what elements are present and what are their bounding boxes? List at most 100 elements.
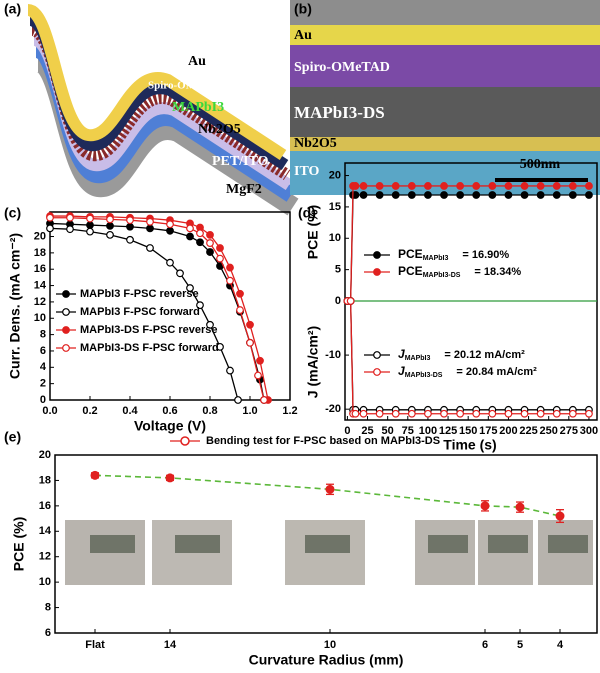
series-line bbox=[347, 185, 589, 302]
y-tick-label: 14 bbox=[39, 525, 52, 537]
marker bbox=[325, 484, 335, 494]
marker bbox=[424, 182, 432, 190]
marker bbox=[260, 396, 268, 404]
marker bbox=[555, 511, 565, 521]
legend-name: J bbox=[398, 364, 405, 378]
x-tick-label: 175 bbox=[479, 425, 497, 437]
marker bbox=[375, 191, 384, 199]
marker bbox=[536, 191, 545, 199]
marker bbox=[456, 409, 465, 418]
marker bbox=[391, 409, 400, 418]
layer-label: MAPbI3-DS bbox=[294, 103, 385, 122]
marker bbox=[166, 226, 174, 235]
legend-value: = 20.12 mA/cm² bbox=[444, 349, 525, 361]
y-tick-label: 10 bbox=[34, 312, 46, 324]
legend-value: = 16.90% bbox=[462, 249, 509, 261]
sem-nb2o5 bbox=[290, 137, 600, 151]
plot-frame bbox=[344, 162, 598, 421]
marker bbox=[552, 409, 561, 418]
y-tick-label: -20 bbox=[325, 403, 341, 415]
photo-display bbox=[488, 535, 528, 553]
marker bbox=[176, 269, 184, 278]
panel-label: (d) bbox=[298, 205, 316, 221]
y-axis-label: J (mA/cm²) bbox=[305, 326, 321, 398]
x-tick-label: 0.4 bbox=[122, 405, 138, 417]
x-tick-label: 75 bbox=[402, 425, 414, 437]
y-tick-label: 12 bbox=[34, 296, 46, 308]
photo-display bbox=[548, 535, 588, 553]
marker bbox=[206, 320, 214, 329]
marker bbox=[126, 216, 134, 225]
y-tick-label: -10 bbox=[325, 349, 341, 361]
layer-label: MAPbI3 bbox=[172, 100, 224, 115]
marker bbox=[472, 191, 481, 199]
marker bbox=[90, 470, 100, 480]
marker bbox=[62, 344, 70, 352]
marker bbox=[391, 182, 400, 190]
layer-label: Nb2O5 bbox=[294, 136, 337, 151]
marker bbox=[236, 289, 244, 298]
marker bbox=[504, 409, 513, 418]
marker bbox=[254, 371, 262, 380]
marker bbox=[373, 268, 381, 276]
x-tick-label: 300 bbox=[580, 425, 598, 437]
legend-name: PCE bbox=[398, 264, 423, 278]
marker bbox=[86, 221, 94, 229]
marker bbox=[196, 229, 204, 238]
marker bbox=[440, 182, 448, 190]
marker bbox=[166, 258, 174, 267]
marker bbox=[226, 366, 234, 375]
marker bbox=[351, 409, 360, 418]
x-tick-label: 6 bbox=[482, 639, 488, 651]
marker bbox=[472, 409, 481, 418]
marker bbox=[536, 182, 545, 190]
marker bbox=[196, 301, 204, 310]
marker bbox=[186, 232, 194, 241]
marker bbox=[146, 244, 154, 252]
marker bbox=[216, 244, 224, 252]
layer-label: MgF2 bbox=[226, 182, 262, 197]
y-tick-label: 10 bbox=[329, 232, 341, 244]
x-tick-label: 25 bbox=[361, 425, 373, 437]
series-line bbox=[50, 215, 269, 401]
marker bbox=[472, 182, 481, 190]
panel-label: (c) bbox=[4, 205, 21, 221]
marker bbox=[504, 182, 513, 190]
marker bbox=[488, 191, 497, 199]
layer-label: PET/ITO bbox=[212, 154, 269, 169]
y-tick-label: 20 bbox=[329, 169, 341, 181]
y-tick-label: 10 bbox=[39, 576, 51, 588]
layer-au bbox=[26, 4, 287, 161]
legend-subscript: MAPbI3-DS bbox=[423, 272, 461, 279]
layer-label: Au bbox=[294, 28, 312, 43]
x-tick-label: 0 bbox=[344, 425, 350, 437]
device-illustration bbox=[26, 4, 299, 216]
marker bbox=[86, 214, 94, 223]
y-tick-label: 20 bbox=[39, 449, 51, 461]
plot-frame bbox=[54, 454, 598, 634]
marker bbox=[407, 409, 416, 418]
marker bbox=[106, 221, 114, 230]
legend-value: = 18.34% bbox=[474, 266, 521, 278]
marker bbox=[62, 308, 70, 316]
legend-subscript: MAPbI3-DS bbox=[405, 372, 443, 379]
marker bbox=[126, 222, 134, 231]
x-axis-label: Time (s) bbox=[443, 437, 496, 453]
marker bbox=[166, 220, 174, 229]
legend-subscript: MAPbI3 bbox=[423, 255, 449, 262]
y-tick-label: 16 bbox=[39, 500, 51, 512]
legend-value: = 20.84 mA/cm² bbox=[456, 366, 537, 378]
y-tick-label: 5 bbox=[335, 264, 341, 276]
x-tick-label: 225 bbox=[519, 425, 537, 437]
marker bbox=[488, 409, 497, 418]
marker bbox=[568, 182, 577, 190]
marker bbox=[585, 409, 593, 418]
marker bbox=[66, 213, 74, 222]
x-axis-label: Curvature Radius (mm) bbox=[249, 652, 404, 668]
marker bbox=[373, 368, 381, 376]
marker bbox=[216, 254, 224, 263]
marker bbox=[568, 191, 577, 199]
marker bbox=[206, 248, 214, 256]
sem-au bbox=[290, 25, 600, 45]
marker bbox=[407, 182, 416, 190]
